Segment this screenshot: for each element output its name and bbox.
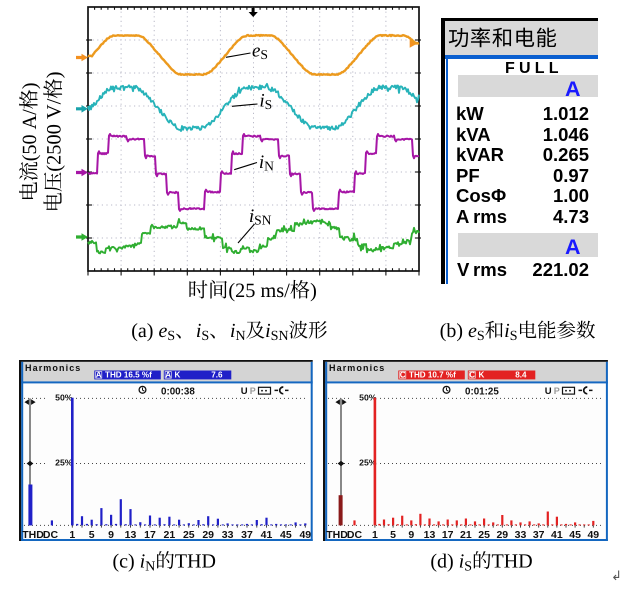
svg-text:21: 21: [460, 530, 472, 542]
svg-text:37: 37: [533, 530, 545, 542]
svg-text:0:01:25: 0:01:25: [465, 387, 499, 398]
svg-text:P: P: [554, 386, 560, 396]
svg-text:P: P: [250, 386, 256, 396]
svg-text:45: 45: [569, 530, 581, 542]
svg-text:C: C: [400, 371, 406, 380]
svg-text:C: C: [469, 371, 475, 380]
svg-text:25: 25: [183, 530, 195, 542]
svg-text:25: 25: [478, 530, 490, 542]
svg-text:37: 37: [241, 530, 253, 542]
svg-text:29: 29: [202, 530, 214, 542]
svg-text:THD: THD: [326, 530, 348, 542]
svg-text:THD: THD: [22, 530, 44, 542]
svg-text:8.4: 8.4: [515, 371, 527, 380]
svg-text:9: 9: [408, 530, 414, 542]
svg-text:33: 33: [514, 530, 526, 542]
svg-text:45: 45: [280, 530, 292, 542]
svg-text:1: 1: [372, 530, 378, 542]
svg-text:17: 17: [442, 530, 454, 542]
svg-text:U: U: [545, 386, 552, 397]
svg-text:THD 10.7 %f: THD 10.7 %f: [409, 371, 456, 380]
svg-text:0:00:38: 0:00:38: [161, 387, 195, 398]
svg-text:Harmonics: Harmonics: [25, 363, 81, 373]
svg-text:50%: 50%: [55, 393, 73, 403]
svg-text:DC: DC: [347, 530, 363, 542]
svg-text:21: 21: [163, 530, 175, 542]
svg-text:THD 16.5 %f: THD 16.5 %f: [105, 371, 152, 380]
svg-text:A: A: [96, 371, 102, 380]
svg-text:DC: DC: [43, 530, 59, 542]
svg-text:Harmonics: Harmonics: [329, 363, 385, 373]
svg-text:9: 9: [108, 530, 114, 542]
svg-text:41: 41: [260, 530, 272, 542]
svg-text:29: 29: [496, 530, 508, 542]
svg-text:17: 17: [144, 530, 156, 542]
svg-text:25%: 25%: [55, 458, 73, 468]
svg-text:U: U: [241, 386, 248, 397]
svg-text:13: 13: [124, 530, 136, 542]
svg-text:33: 33: [222, 530, 234, 542]
svg-text:5: 5: [89, 530, 95, 542]
svg-text:25%: 25%: [359, 458, 377, 468]
svg-text:7.6: 7.6: [211, 371, 223, 380]
svg-text:5: 5: [390, 530, 396, 542]
svg-text:1: 1: [69, 530, 75, 542]
svg-text:49: 49: [299, 530, 311, 542]
svg-text:49: 49: [587, 530, 599, 542]
svg-text:50%: 50%: [359, 393, 377, 403]
svg-text:K: K: [478, 371, 484, 380]
svg-text:41: 41: [551, 530, 563, 542]
svg-text:13: 13: [423, 530, 435, 542]
svg-text:A: A: [165, 371, 171, 380]
svg-text:K: K: [174, 371, 180, 380]
